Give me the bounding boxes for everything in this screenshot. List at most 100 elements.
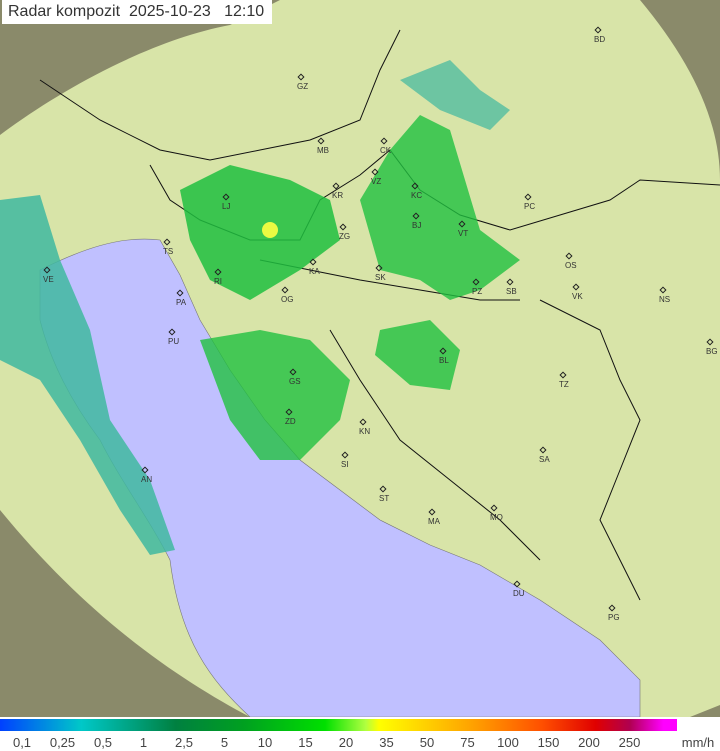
- city-marker-icon: [706, 338, 714, 346]
- legend-color-bar: [0, 719, 677, 731]
- legend-tick: 0,5: [93, 735, 113, 750]
- legend-tick: 50: [419, 735, 435, 750]
- city-marker-icon: [297, 73, 305, 81]
- legend-tick: 0,1: [12, 735, 32, 750]
- legend-tick: 250: [618, 735, 641, 750]
- city-label: TS: [163, 247, 173, 256]
- city-label: KA: [309, 267, 320, 276]
- legend-tick: 150: [537, 735, 560, 750]
- city-marker-icon: [559, 371, 567, 379]
- city-marker-icon: [472, 278, 480, 286]
- city-label: CK: [380, 146, 392, 155]
- city-marker-icon: [285, 408, 293, 416]
- city-marker-icon: [490, 504, 498, 512]
- city-marker-icon: [339, 223, 347, 231]
- legend-tick: 5: [220, 735, 229, 750]
- city-label: VT: [458, 229, 468, 238]
- city-label: LJ: [222, 202, 230, 211]
- city-marker-icon: [141, 466, 149, 474]
- city-label: KN: [359, 427, 370, 436]
- city-marker-icon: [222, 193, 230, 201]
- city-marker-icon: [341, 451, 349, 459]
- legend-unit: mm/h: [681, 735, 715, 750]
- city-label: GS: [289, 377, 301, 386]
- city-label: NS: [659, 295, 670, 304]
- legend-tick: 0,25: [49, 735, 76, 750]
- precipitation-legend: 0,1 0,25 0,5 1 2,5 5 10 15 20 35 50 75 100 150 200 250 m…: [0, 717, 720, 751]
- city-label: DU: [513, 589, 525, 598]
- city-label: ZG: [339, 232, 350, 241]
- city-label: MB: [317, 146, 329, 155]
- city-label: SB: [506, 287, 517, 296]
- city-marker-icon: [379, 485, 387, 493]
- city-marker-icon: [572, 283, 580, 291]
- city-label: VZ: [371, 177, 381, 186]
- city-label: GZ: [297, 82, 308, 91]
- city-label: PU: [168, 337, 179, 346]
- city-marker-icon: [513, 580, 521, 588]
- legend-tick: 35: [379, 735, 394, 750]
- title-label: Radar kompozit: [8, 3, 121, 20]
- city-label: MO: [490, 513, 503, 522]
- city-marker-icon: [371, 168, 379, 176]
- city-label: ZD: [285, 417, 296, 426]
- city-marker-icon: [214, 268, 222, 276]
- city-marker-icon: [176, 289, 184, 297]
- city-marker-icon: [565, 252, 573, 260]
- city-marker-icon: [375, 264, 383, 272]
- city-label: PC: [524, 202, 535, 211]
- legend-tick: 15: [298, 735, 313, 750]
- city-marker-icon: [458, 220, 466, 228]
- city-marker-icon: [428, 508, 436, 516]
- city-label: KR: [332, 191, 343, 200]
- city-marker-icon: [163, 238, 171, 246]
- city-marker-icon: [168, 328, 176, 336]
- city-label: SK: [375, 273, 386, 282]
- city-marker-icon: [317, 137, 325, 145]
- city-label: PG: [608, 613, 620, 622]
- city-label: RI: [214, 277, 222, 286]
- city-label: OG: [281, 295, 293, 304]
- city-marker-icon: [594, 26, 602, 34]
- city-marker-icon: [506, 278, 514, 286]
- city-marker-icon: [439, 347, 447, 355]
- radar-map[interactable]: BD GZ MB CK VZ KR KC PC LJ TS ZG BJ VT VE KA SK OS RI PA OG…: [0, 0, 720, 717]
- city-label: BL: [439, 356, 449, 365]
- city-label: KC: [411, 191, 422, 200]
- city-label: PZ: [472, 287, 482, 296]
- title-time: 12:10: [224, 3, 265, 20]
- city-marker-icon: [332, 182, 340, 190]
- city-label: PA: [176, 298, 187, 307]
- city-marker-icon: [309, 258, 317, 266]
- city-marker-icon: [608, 604, 616, 612]
- city-label: VE: [43, 275, 54, 284]
- city-label: MA: [428, 517, 441, 526]
- city-marker-icon: [659, 286, 667, 294]
- city-marker-icon: [411, 182, 419, 190]
- city-marker-icon: [412, 212, 420, 220]
- legend-tick: 20: [338, 735, 354, 750]
- city-label: SA: [539, 455, 550, 464]
- city-label: SI: [341, 460, 349, 469]
- city-marker-icon: [524, 193, 532, 201]
- title-date: 2025-10-23: [128, 3, 211, 20]
- city-label: BD: [594, 35, 605, 44]
- legend-tick: 75: [460, 735, 475, 750]
- city-marker-icon: [539, 446, 547, 454]
- city-marker-icon: [289, 368, 297, 376]
- legend-tick: 2,5: [174, 735, 194, 750]
- city-marker-icon: [380, 137, 388, 145]
- legend-tick: 200: [578, 735, 600, 750]
- city-label: BJ: [412, 221, 421, 230]
- city-label: ST: [379, 494, 389, 503]
- city-label: OS: [565, 261, 577, 270]
- city-markers: BD GZ MB CK VZ KR KC PC LJ TS ZG BJ VT VE KA SK OS RI PA OG…: [43, 26, 718, 622]
- city-marker-icon: [359, 418, 367, 426]
- legend-tick: 100: [497, 735, 519, 750]
- city-label: VK: [572, 292, 583, 301]
- legend-tick: 10: [257, 735, 273, 750]
- city-label: AN: [141, 475, 152, 484]
- city-marker-icon: [43, 266, 51, 274]
- radar-echoes: [0, 60, 520, 555]
- city-marker-icon: [281, 286, 289, 294]
